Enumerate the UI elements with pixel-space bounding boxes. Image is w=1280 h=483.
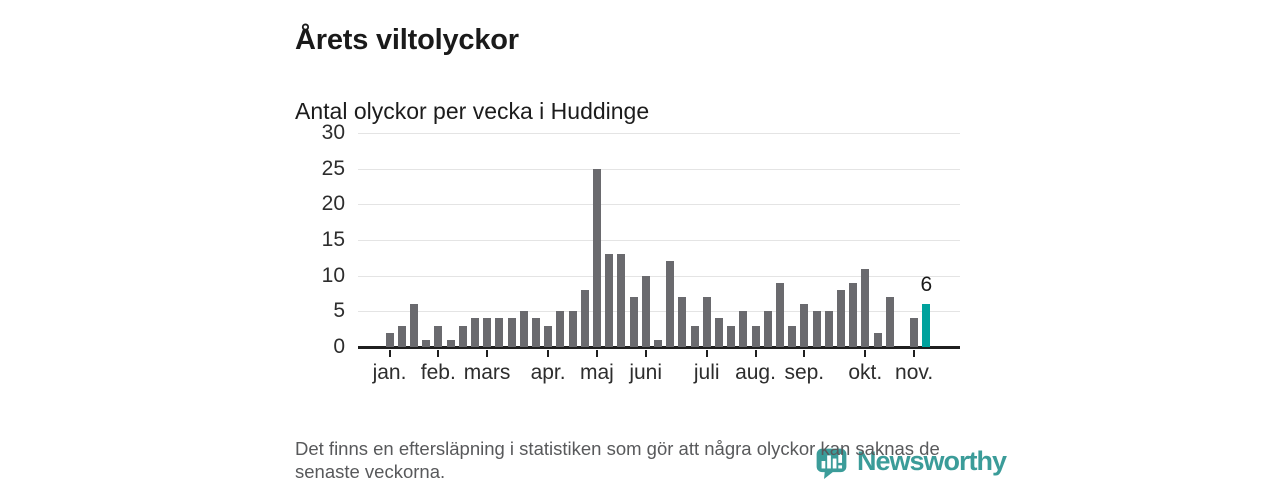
x-tick-mars [486, 350, 489, 357]
y-axis-label-25: 25 [321, 156, 345, 180]
y-axis-label-0: 0 [333, 335, 345, 358]
chart-bubble-icon [816, 448, 847, 479]
gridline-5 [358, 311, 960, 313]
bar-week [727, 325, 736, 347]
x-tick-label-jan: jan. [372, 361, 407, 384]
bar-week [885, 297, 894, 347]
x-tick-label-juli: juli [693, 361, 720, 384]
x-tick-aug [754, 350, 757, 357]
x-tick-apr [547, 350, 550, 357]
bar-week [836, 289, 845, 347]
bar-week [666, 261, 675, 347]
bar-week [702, 297, 711, 347]
bar-week [873, 332, 882, 347]
x-tick-label-sep: sep. [784, 361, 825, 384]
x-tick-label-maj: maj [579, 361, 614, 384]
bar-week [580, 289, 589, 347]
bar-week [824, 311, 833, 347]
bar-week [812, 311, 821, 347]
y-axis-label-10: 10 [321, 263, 345, 287]
bar-week [397, 325, 406, 347]
x-tick-okt [864, 350, 867, 357]
bar-week [434, 325, 443, 347]
x-tick-jan [388, 350, 391, 357]
bar-week [861, 268, 870, 347]
x-tick-label-nov: nov. [895, 361, 934, 384]
x-tick-label-apr: apr. [530, 361, 566, 384]
bar-week [800, 304, 809, 347]
bar-week [605, 254, 614, 347]
bar-week [641, 275, 650, 347]
bar-week [446, 339, 455, 347]
x-tick-juni [644, 350, 647, 357]
bar-current-week [922, 304, 931, 347]
footnote: Det finns en eftersläpning i statistiken… [295, 437, 940, 483]
bar-week [470, 318, 479, 347]
y-axis-label-30: 30 [321, 121, 345, 144]
bar-week [788, 325, 797, 347]
chart-subtitle: Antal olyckor per vecka i Huddinge [295, 98, 650, 125]
bar-week [678, 297, 687, 347]
bar-week [422, 339, 431, 347]
bar-week [763, 311, 772, 347]
x-tick-juli [705, 350, 708, 357]
bar-week [556, 311, 565, 347]
bar-week [385, 332, 394, 347]
footnote-line-2: senaste veckorna. [295, 461, 446, 482]
gridline-10 [358, 275, 960, 277]
bar-week [617, 254, 626, 347]
gridline-20 [358, 204, 960, 206]
bar-week [751, 325, 760, 347]
bar-week [690, 325, 699, 347]
bar-week [483, 318, 492, 347]
x-tick-label-okt: okt. [848, 361, 883, 384]
bar-chart-plot-area: 0 5 10 15 20 25 30 jan. feb. mars apr. maj juni juli a… [322, 121, 960, 384]
y-axis-label-15: 15 [321, 228, 345, 251]
bar-week [544, 325, 553, 347]
bar-week [592, 168, 601, 347]
bar-week [714, 318, 723, 347]
gridline-30 [358, 133, 960, 134]
x-tick-sep [803, 350, 806, 357]
y-axis-label-5: 5 [333, 299, 345, 323]
x-axis-line [358, 346, 960, 349]
bar-week [409, 304, 418, 347]
last-value-label: 6 [920, 273, 933, 297]
bar-week [458, 325, 467, 347]
gridline-15 [358, 240, 960, 241]
bar-week [849, 282, 858, 347]
newsworthy-wordmark: Newsworthy [857, 446, 1007, 476]
bar-week [519, 311, 528, 347]
x-tick-label-aug: aug. [735, 361, 776, 384]
x-tick-label-feb: feb. [420, 361, 456, 384]
bar-week [507, 318, 516, 347]
x-tick-feb [437, 350, 440, 357]
bar-week [653, 339, 662, 347]
x-tick-label-juni: juni [629, 361, 663, 384]
newsworthy-logo: Newsworthy [816, 446, 1007, 479]
bar-week [775, 282, 784, 347]
footnote-line-1: Det finns en eftersläpning i statistiken… [295, 438, 940, 459]
x-tick-label-mars: mars [463, 361, 511, 384]
bar-week [629, 297, 638, 347]
page-title: Årets viltolyckor [295, 24, 519, 57]
x-tick-maj [595, 350, 598, 357]
bar-week [495, 318, 504, 347]
bar-week [568, 311, 577, 347]
bar-week [910, 318, 919, 347]
x-tick-nov [913, 350, 916, 357]
bar-week [531, 318, 540, 347]
bar-week [739, 311, 748, 347]
y-axis-label-20: 20 [321, 192, 345, 216]
gridline-25 [358, 168, 960, 170]
